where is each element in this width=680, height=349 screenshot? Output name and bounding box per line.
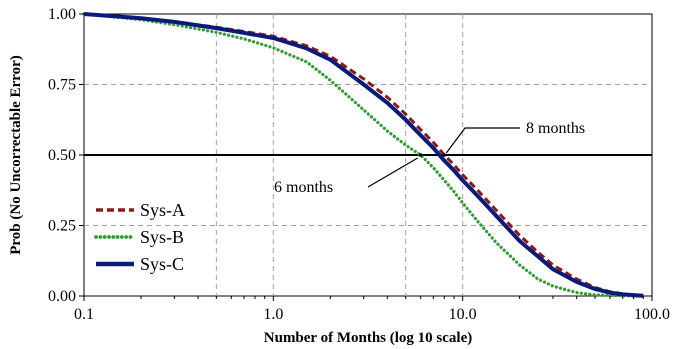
annotation-label: 6 months (274, 179, 333, 196)
x-tick-label: 0.1 (74, 306, 94, 323)
annotation-label: 8 months (526, 120, 585, 137)
y-tick-label: 0.00 (48, 288, 76, 305)
x-axis-title: Number of Months (log 10 scale) (264, 330, 472, 346)
legend: Sys-A Sys-B Sys-C (94, 200, 185, 274)
y-tick-label: 0.25 (48, 218, 76, 235)
annotation-leader (367, 157, 418, 188)
y-axis-title: Prob (No Uncorrectable Error) (8, 55, 24, 255)
annotation-leader (445, 127, 520, 154)
legend-label-sys-a: Sys-A (140, 200, 185, 220)
annotations: 8 months 6 months (274, 120, 585, 196)
y-tick-label: 0.75 (48, 77, 76, 94)
series-line-sys-b (82, 12, 645, 298)
y-tick-label: 1.00 (48, 6, 76, 23)
annotation-point (442, 153, 447, 157)
y-tick-label: 0.50 (48, 147, 76, 164)
grid-lines (84, 14, 652, 296)
x-tick-label: 100.0 (634, 306, 670, 323)
x-tick-label: 10.0 (449, 306, 477, 323)
legend-label-sys-c: Sys-C (140, 254, 184, 274)
series-line-sys-c (83, 12, 644, 298)
legend-label-sys-b: Sys-B (140, 227, 184, 247)
annotation-point (418, 153, 423, 157)
x-tick-label: 1.0 (263, 306, 283, 323)
axis-ticks: 0.1 1.0 10.0 100.0 0.00 0.25 0.50 0.75 1.00 (48, 6, 670, 323)
